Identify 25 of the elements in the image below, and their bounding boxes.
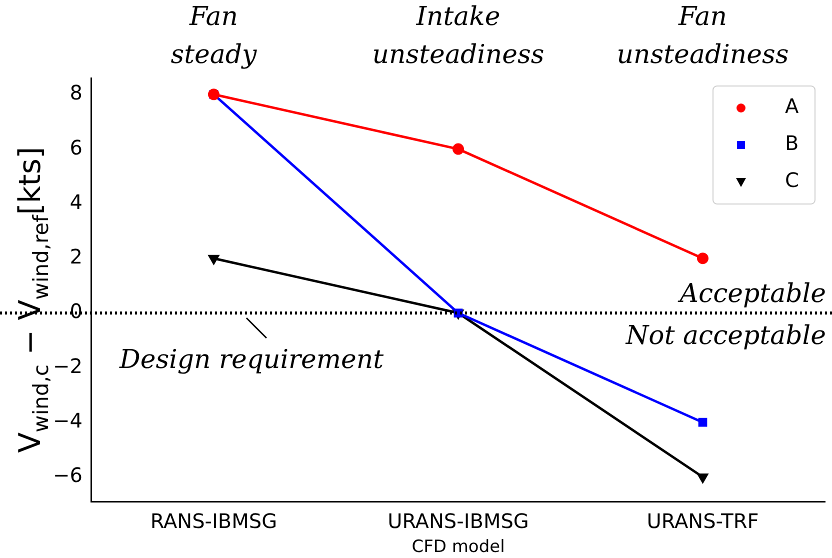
x-tick-label: URANS-TRF [646,508,759,533]
text: Fan unsteadiness [616,2,789,70]
ref-line-label: Design requirement [118,344,384,375]
y-tick-label: 4 [70,190,82,214]
text: Fan steady [170,2,258,70]
y-tick-label: 8 [70,80,82,105]
y-tick-label: −4 [53,408,82,433]
text: Intake unsteadiness [372,2,544,70]
y-tick-label: −2 [53,354,82,378]
y-tick-label: 6 [70,135,82,160]
x-axis-title: CFD model [412,537,505,558]
point [698,418,708,427]
point [452,143,464,155]
annotation: Acceptable [678,278,826,309]
y-tick-label: 2 [70,244,82,269]
x-tick-label: RANS-IBMSG [150,508,278,533]
point [208,254,219,264]
legend-label: C [785,168,799,192]
annotation: Not acceptable [624,320,826,351]
legend-label: A [785,94,799,118]
x-tick-label: URANS-IBMSG [388,508,529,533]
point [696,252,708,264]
legend-label: B [785,131,799,156]
point [698,474,708,483]
y-tick-label: −6 [53,463,82,488]
